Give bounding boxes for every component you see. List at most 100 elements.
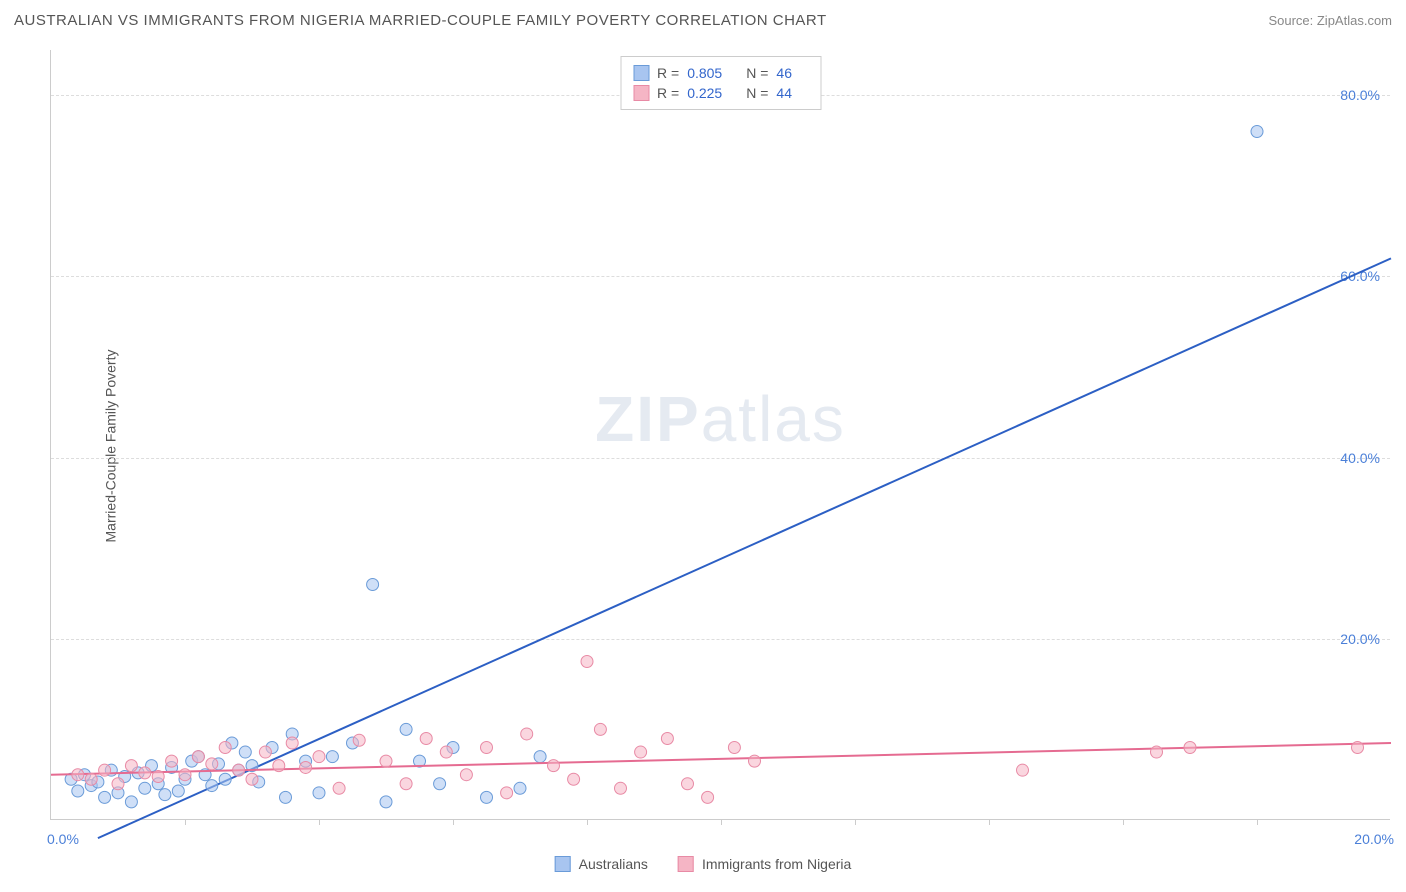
data-point bbox=[166, 755, 178, 767]
data-point bbox=[367, 578, 379, 590]
data-point bbox=[481, 791, 493, 803]
data-point bbox=[139, 767, 151, 779]
data-point bbox=[440, 746, 452, 758]
x-tick bbox=[453, 819, 454, 825]
data-point bbox=[749, 755, 761, 767]
x-tick bbox=[989, 819, 990, 825]
trend-line bbox=[98, 258, 1391, 838]
data-point bbox=[635, 746, 647, 758]
x-tick-max: 20.0% bbox=[1354, 831, 1394, 847]
data-point bbox=[380, 796, 392, 808]
n-value: 44 bbox=[776, 85, 792, 101]
n-value: 46 bbox=[776, 65, 792, 81]
data-point bbox=[400, 723, 412, 735]
data-point bbox=[581, 655, 593, 667]
data-point bbox=[380, 755, 392, 767]
correlation-stats-box: R = 0.805 N = 46 R = 0.225 N = 44 bbox=[620, 56, 821, 110]
data-point bbox=[353, 734, 365, 746]
data-point bbox=[300, 761, 312, 773]
data-point bbox=[420, 732, 432, 744]
series-swatch bbox=[633, 65, 649, 81]
chart-container: AUSTRALIAN VS IMMIGRANTS FROM NIGERIA MA… bbox=[0, 0, 1406, 892]
data-point bbox=[514, 782, 526, 794]
data-point bbox=[172, 785, 184, 797]
stats-row: R = 0.225 N = 44 bbox=[633, 83, 808, 103]
data-point bbox=[72, 769, 84, 781]
data-point bbox=[280, 791, 292, 803]
plot-area: ZIPatlas 20.0%40.0%60.0%80.0% R =0.805N … bbox=[50, 50, 1390, 820]
data-point bbox=[661, 732, 673, 744]
data-point bbox=[179, 769, 191, 781]
chart-svg bbox=[51, 50, 1390, 819]
x-tick bbox=[185, 819, 186, 825]
x-tick bbox=[587, 819, 588, 825]
data-point bbox=[400, 778, 412, 790]
data-point bbox=[1251, 126, 1263, 138]
x-tick bbox=[721, 819, 722, 825]
data-point bbox=[219, 742, 231, 754]
data-point bbox=[233, 764, 245, 776]
legend-label: Immigrants from Nigeria bbox=[702, 856, 851, 872]
data-point bbox=[1151, 746, 1163, 758]
r-label: R = bbox=[657, 85, 679, 101]
n-label: N = bbox=[746, 85, 768, 101]
legend-item: Immigrants from Nigeria bbox=[678, 856, 851, 872]
data-point bbox=[1017, 764, 1029, 776]
data-point bbox=[481, 742, 493, 754]
chart-title: AUSTRALIAN VS IMMIGRANTS FROM NIGERIA MA… bbox=[14, 12, 827, 29]
data-point bbox=[139, 782, 151, 794]
data-point bbox=[85, 773, 97, 785]
data-point bbox=[219, 773, 231, 785]
data-point bbox=[112, 778, 124, 790]
x-tick bbox=[1123, 819, 1124, 825]
legend-label: Australians bbox=[579, 856, 648, 872]
data-point bbox=[206, 758, 218, 770]
x-tick bbox=[855, 819, 856, 825]
data-point bbox=[313, 751, 325, 763]
data-point bbox=[125, 796, 137, 808]
legend-swatch bbox=[555, 856, 571, 872]
data-point bbox=[273, 760, 285, 772]
data-point bbox=[615, 782, 627, 794]
legend-item: Australians bbox=[555, 856, 648, 872]
data-point bbox=[521, 728, 533, 740]
r-label: R = bbox=[657, 65, 679, 81]
legend-swatch bbox=[678, 856, 694, 872]
data-point bbox=[72, 785, 84, 797]
r-value: 0.225 bbox=[687, 85, 722, 101]
data-point bbox=[534, 751, 546, 763]
data-point bbox=[333, 782, 345, 794]
data-point bbox=[99, 764, 111, 776]
data-point bbox=[548, 760, 560, 772]
chart-source: Source: ZipAtlas.com bbox=[1268, 13, 1392, 28]
data-point bbox=[682, 778, 694, 790]
data-point bbox=[434, 778, 446, 790]
data-point bbox=[206, 780, 218, 792]
data-point bbox=[286, 737, 298, 749]
data-point bbox=[460, 769, 472, 781]
stats-row: R = 0.805 N = 46 bbox=[633, 63, 808, 83]
data-point bbox=[99, 791, 111, 803]
x-tick-min: 0.0% bbox=[47, 831, 79, 847]
x-tick bbox=[319, 819, 320, 825]
data-point bbox=[259, 746, 271, 758]
data-point bbox=[728, 742, 740, 754]
data-point bbox=[1184, 742, 1196, 754]
data-point bbox=[152, 771, 164, 783]
data-point bbox=[192, 751, 204, 763]
chart-header: AUSTRALIAN VS IMMIGRANTS FROM NIGERIA MA… bbox=[14, 12, 1392, 29]
data-point bbox=[125, 760, 137, 772]
n-label: N = bbox=[746, 65, 768, 81]
r-value: 0.805 bbox=[687, 65, 722, 81]
data-point bbox=[313, 787, 325, 799]
data-point bbox=[501, 787, 513, 799]
data-point bbox=[702, 791, 714, 803]
data-point bbox=[326, 751, 338, 763]
data-point bbox=[594, 723, 606, 735]
data-point bbox=[568, 773, 580, 785]
data-point bbox=[239, 746, 251, 758]
data-point bbox=[159, 789, 171, 801]
series-swatch bbox=[633, 85, 649, 101]
data-point bbox=[246, 773, 258, 785]
legend: Australians Immigrants from Nigeria bbox=[555, 856, 852, 872]
